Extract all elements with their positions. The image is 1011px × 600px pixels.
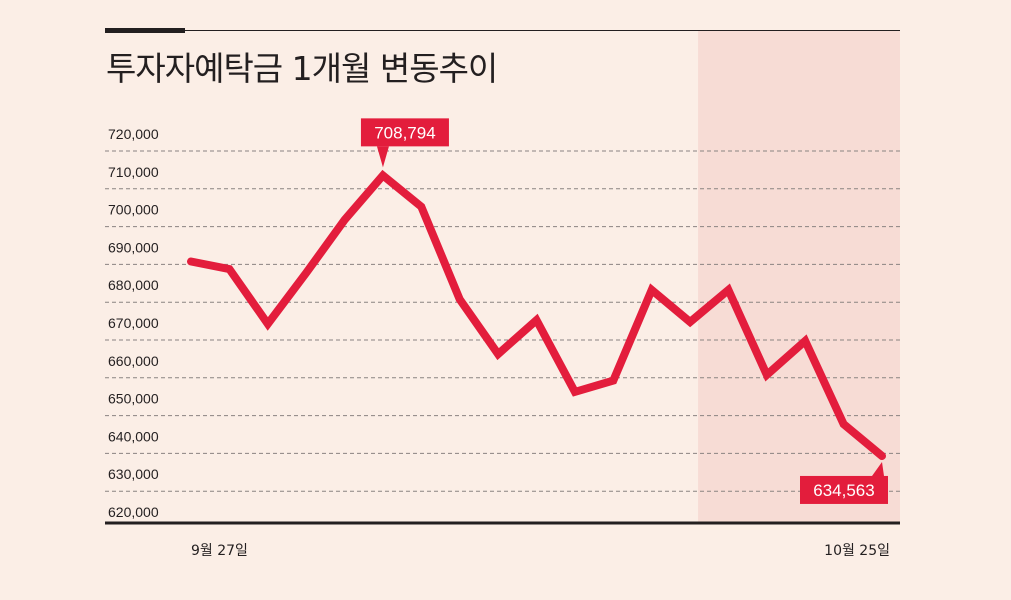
- data-point: [458, 298, 461, 301]
- data-point: [535, 319, 538, 322]
- y-tick-label: 680,000: [108, 277, 159, 293]
- x-tick-label-end: 10월 25일: [824, 543, 890, 559]
- title-accent-bar: [105, 28, 185, 33]
- y-tick-label: 700,000: [108, 202, 159, 218]
- data-point: [420, 205, 423, 208]
- y-tick-label: 620,000: [108, 504, 159, 520]
- data-point: [765, 373, 768, 376]
- data-point: [612, 379, 615, 382]
- y-tick-label: 630,000: [108, 466, 159, 482]
- data-point: [305, 271, 308, 274]
- data-point: [343, 218, 346, 221]
- data-point: [842, 423, 845, 426]
- data-point: [881, 454, 883, 457]
- y-tick-label: 660,000: [108, 353, 159, 369]
- data-point: [573, 390, 576, 393]
- data-point: [381, 174, 384, 177]
- y-tick-label: 710,000: [108, 164, 159, 180]
- data-label: 634,563: [813, 481, 874, 500]
- data-point: [727, 288, 730, 291]
- x-tick-label-start: 9월 27일: [191, 543, 248, 559]
- data-point: [804, 339, 807, 342]
- callout-box: [360, 118, 449, 147]
- callout-pointer: [376, 146, 389, 168]
- data-point: [689, 321, 692, 323]
- data-point: [266, 322, 269, 325]
- y-tick-label: 690,000: [108, 239, 159, 255]
- data-label: 708,794: [374, 123, 435, 142]
- data-point: [497, 353, 500, 356]
- data-point: [228, 268, 231, 271]
- data-point: [650, 288, 653, 291]
- y-tick-label: 670,000: [108, 315, 159, 331]
- y-tick-label: 640,000: [108, 428, 159, 444]
- y-tick-label: 650,000: [108, 391, 159, 407]
- chart-title: 투자자예탁금 1개월 변동추이: [106, 49, 498, 88]
- callout-box: [800, 475, 888, 504]
- y-tick-label: 720,000: [108, 126, 159, 142]
- title-rule: [105, 30, 900, 31]
- data-point: [190, 260, 192, 263]
- callout-pointer: [872, 461, 884, 476]
